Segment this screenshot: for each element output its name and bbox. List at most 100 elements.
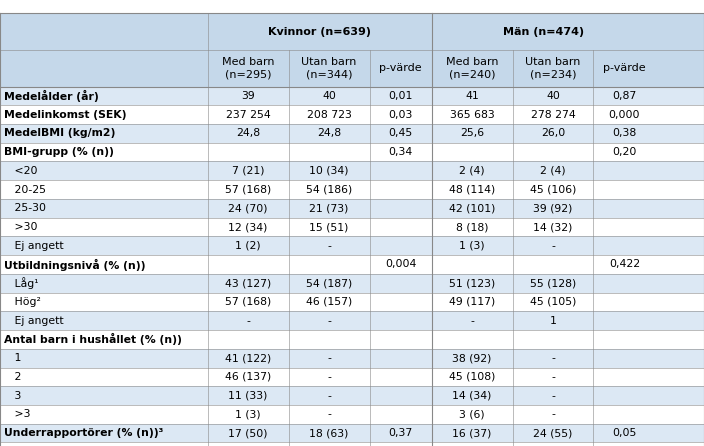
Text: 16 (37): 16 (37) [453, 428, 491, 438]
Text: 17 (50): 17 (50) [228, 428, 268, 438]
Text: 40: 40 [546, 91, 560, 101]
Text: 20-25: 20-25 [4, 185, 46, 194]
Text: 0,03: 0,03 [389, 110, 413, 120]
Text: Ej angett: Ej angett [4, 241, 63, 251]
Bar [0, 368, 704, 386]
Bar [0, 143, 704, 161]
Text: 25,6: 25,6 [460, 128, 484, 138]
Text: Män (n=474): Män (n=474) [503, 27, 584, 37]
Text: 24,8: 24,8 [236, 128, 260, 138]
Text: 24 (55): 24 (55) [534, 428, 572, 438]
Text: BMI-grupp (% (n)): BMI-grupp (% (n)) [4, 147, 113, 157]
Text: Antal barn i hushållet (% (n)): Antal barn i hushållet (% (n)) [4, 333, 182, 346]
Text: 49 (117): 49 (117) [449, 297, 495, 307]
Text: 57 (168): 57 (168) [225, 297, 271, 307]
Bar [0, 199, 704, 218]
Bar [0, 424, 704, 442]
Text: Medelålder (år): Medelålder (år) [4, 90, 99, 102]
Text: 278 274: 278 274 [531, 110, 575, 120]
Text: 3 (6): 3 (6) [459, 409, 485, 419]
Text: 55 (128): 55 (128) [530, 278, 576, 288]
Text: 26,0: 26,0 [541, 128, 565, 138]
Bar [0, 386, 704, 405]
Text: p-värde: p-värde [603, 63, 646, 73]
Text: Utbildningsnivå (% (n)): Utbildningsnivå (% (n)) [4, 258, 145, 271]
Text: 0,422: 0,422 [609, 260, 640, 269]
Text: 39 (92): 39 (92) [534, 203, 572, 213]
Bar [0, 13, 704, 50]
Text: 41: 41 [465, 91, 479, 101]
Text: <20: <20 [4, 166, 37, 176]
Text: Med barn
(n=295): Med barn (n=295) [222, 57, 275, 79]
Text: 21 (73): 21 (73) [310, 203, 348, 213]
Text: 208 723: 208 723 [307, 110, 351, 120]
Text: Utan barn
(n=344): Utan barn (n=344) [301, 57, 357, 79]
Bar [0, 255, 704, 274]
Text: 1: 1 [550, 316, 556, 326]
Text: 8 (18): 8 (18) [455, 222, 489, 232]
Text: 48 (114): 48 (114) [449, 185, 495, 194]
Text: 0,87: 0,87 [612, 91, 636, 101]
Text: 18 (63): 18 (63) [310, 428, 348, 438]
Text: 365 683: 365 683 [450, 110, 494, 120]
Text: 38 (92): 38 (92) [453, 353, 491, 363]
Text: -: - [327, 241, 331, 251]
Text: 0,004: 0,004 [385, 260, 416, 269]
Text: 54 (187): 54 (187) [306, 278, 352, 288]
Text: 45 (106): 45 (106) [530, 185, 576, 194]
Text: 2 (4): 2 (4) [459, 166, 485, 176]
Text: 57 (168): 57 (168) [225, 185, 271, 194]
Text: Hög²: Hög² [4, 297, 40, 307]
Text: 1 (2): 1 (2) [235, 241, 261, 251]
Text: 14 (34): 14 (34) [453, 391, 491, 401]
Bar [0, 218, 704, 236]
Bar [0, 236, 704, 255]
Text: >3: >3 [4, 409, 30, 419]
Text: MedelBMI (kg/m2): MedelBMI (kg/m2) [4, 128, 115, 138]
Text: 0,37: 0,37 [389, 428, 413, 438]
Text: 43 (127): 43 (127) [225, 278, 271, 288]
Text: 25-30: 25-30 [4, 203, 46, 213]
Text: 0,01: 0,01 [389, 91, 413, 101]
Text: 41 (122): 41 (122) [225, 353, 271, 363]
Text: Utan barn
(n=234): Utan barn (n=234) [525, 57, 581, 79]
Text: Ej angett: Ej angett [4, 316, 63, 326]
Text: 46 (137): 46 (137) [225, 372, 271, 382]
Text: -: - [327, 372, 331, 382]
Bar [0, 293, 704, 311]
Text: 45 (108): 45 (108) [449, 372, 495, 382]
Text: p-värde: p-värde [379, 63, 422, 73]
Text: 2 (4): 2 (4) [540, 166, 566, 176]
Text: -: - [246, 316, 250, 326]
Text: 3: 3 [4, 391, 21, 401]
Bar [0, 405, 704, 424]
Text: 40: 40 [322, 91, 336, 101]
Text: 24 (70): 24 (70) [228, 203, 268, 213]
Bar [0, 124, 704, 143]
Text: 1: 1 [4, 353, 21, 363]
Text: 10 (34): 10 (34) [309, 166, 349, 176]
Text: -: - [327, 391, 331, 401]
Text: Kvinnor (n=639): Kvinnor (n=639) [268, 27, 371, 37]
Text: -: - [551, 372, 555, 382]
Text: 1 (3): 1 (3) [235, 409, 261, 419]
Text: -: - [327, 316, 331, 326]
Text: -: - [551, 353, 555, 363]
Bar [0, 105, 704, 124]
Text: 1 (3): 1 (3) [459, 241, 485, 251]
Text: 0,000: 0,000 [609, 110, 640, 120]
Text: 2: 2 [4, 372, 21, 382]
Bar [0, 349, 704, 368]
Text: -: - [551, 391, 555, 401]
Text: 0,34: 0,34 [389, 147, 413, 157]
Text: -: - [327, 353, 331, 363]
Bar [0, 442, 704, 446]
Bar [0, 50, 704, 87]
Bar [0, 274, 704, 293]
Text: 12 (34): 12 (34) [229, 222, 268, 232]
Text: 54 (186): 54 (186) [306, 185, 352, 194]
Bar [0, 87, 704, 105]
Text: 24,8: 24,8 [317, 128, 341, 138]
Text: -: - [470, 316, 474, 326]
Text: 11 (33): 11 (33) [229, 391, 268, 401]
